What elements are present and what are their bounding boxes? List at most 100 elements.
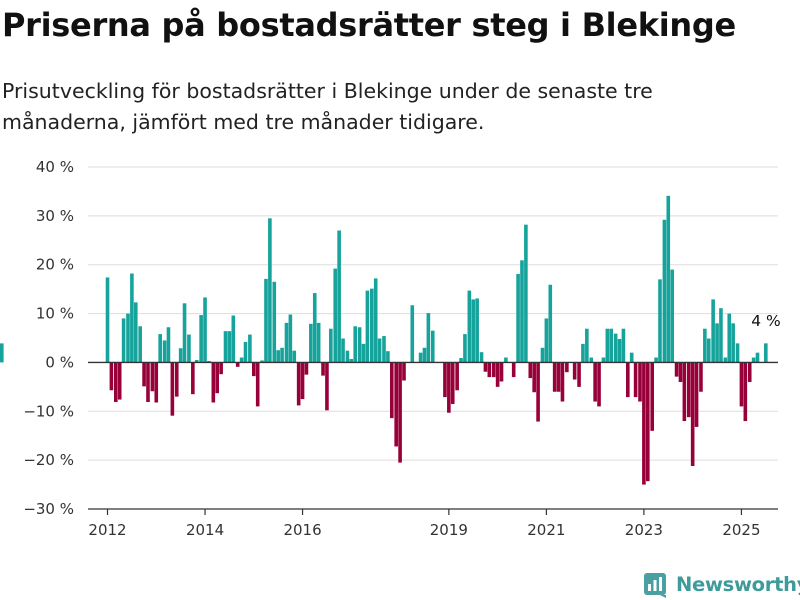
bar: [621, 328, 626, 363]
bar: [670, 269, 674, 363]
y-tick-label: 0 %: [45, 353, 74, 371]
bar: [219, 362, 223, 375]
bar: [450, 362, 455, 404]
bar: [296, 362, 301, 406]
bar: [264, 278, 268, 363]
bar: [463, 334, 467, 363]
bar: [402, 362, 406, 381]
bar: [178, 348, 183, 363]
bar: [617, 338, 622, 363]
bar: [703, 328, 707, 363]
bar: [231, 315, 236, 363]
bar: [0, 343, 4, 363]
bar: [272, 281, 277, 363]
bar: [699, 362, 703, 392]
bar: [483, 362, 488, 372]
bars: [0, 195, 768, 485]
bar: [398, 362, 402, 463]
bar: [694, 362, 699, 427]
bar: [199, 315, 203, 363]
bar: [422, 347, 427, 363]
bar: [690, 362, 695, 467]
x-tick-label: 2021: [527, 521, 565, 539]
bar: [105, 277, 110, 363]
bar: [613, 333, 618, 363]
bar: [329, 328, 333, 363]
bar: [430, 330, 435, 363]
bar: [142, 362, 146, 387]
bar: [638, 362, 642, 402]
bar: [731, 323, 735, 363]
bar: [382, 336, 386, 363]
bar: [373, 278, 378, 363]
bar: [418, 352, 423, 363]
bar: [751, 357, 756, 363]
bar: [706, 338, 711, 363]
bar: [117, 362, 122, 400]
bar: [280, 347, 284, 363]
x-tick-label: 2023: [625, 521, 663, 539]
brand-name: Newsworthy: [676, 572, 800, 596]
bar: [109, 362, 114, 391]
bar: [203, 297, 207, 363]
bar: [581, 343, 585, 363]
bar: [499, 362, 504, 382]
bar: [138, 326, 142, 363]
bar: [276, 350, 280, 363]
bar: [255, 362, 260, 407]
chart-title: Priserna på bostadsrätter steg i Bleking…: [2, 6, 736, 44]
bar: [170, 362, 175, 416]
bar: [211, 362, 216, 403]
bar: [321, 362, 325, 376]
bar: [491, 362, 496, 378]
bar: [284, 322, 289, 363]
bar: [243, 341, 248, 363]
bar: [735, 343, 740, 363]
x-tick-label: 2025: [722, 521, 760, 539]
newsworthy-logo-icon: [644, 572, 666, 598]
bar: [642, 362, 646, 485]
bar: [743, 362, 748, 422]
brand-footer: Newsworthy: [644, 569, 800, 599]
bar: [597, 362, 601, 407]
bar: [572, 362, 577, 380]
bar: [130, 273, 134, 363]
bar: [459, 358, 463, 363]
x-tick-label: 2014: [186, 521, 224, 539]
bar: [747, 362, 752, 382]
bar: [540, 347, 545, 363]
bar: [487, 362, 492, 378]
bar: [516, 274, 520, 363]
bar: [682, 362, 687, 422]
bar: [162, 340, 167, 363]
bar: [312, 293, 317, 363]
bar: [646, 362, 650, 482]
last-value-annotation: 4 %: [751, 312, 781, 330]
bar: [626, 362, 630, 398]
bar: [686, 362, 691, 418]
bar: [309, 323, 313, 363]
bar: [589, 357, 594, 363]
bar: [207, 360, 211, 363]
bar: [333, 268, 338, 363]
bar: [609, 328, 614, 363]
bar: [658, 279, 662, 363]
bar: [410, 305, 415, 363]
bar: [755, 352, 760, 363]
y-tick-label: −10 %: [23, 402, 74, 420]
bar: [146, 362, 150, 402]
bar: [605, 328, 610, 363]
bar: [235, 362, 240, 367]
bar: [552, 362, 557, 392]
bar: [467, 290, 472, 363]
bar: [260, 360, 264, 363]
bar: [764, 343, 768, 363]
bar: [475, 298, 479, 363]
bar: [674, 362, 679, 377]
bar: [629, 352, 634, 363]
bar: [544, 318, 549, 363]
bar: [252, 362, 256, 377]
bar: [390, 362, 394, 419]
bar: [361, 343, 366, 363]
